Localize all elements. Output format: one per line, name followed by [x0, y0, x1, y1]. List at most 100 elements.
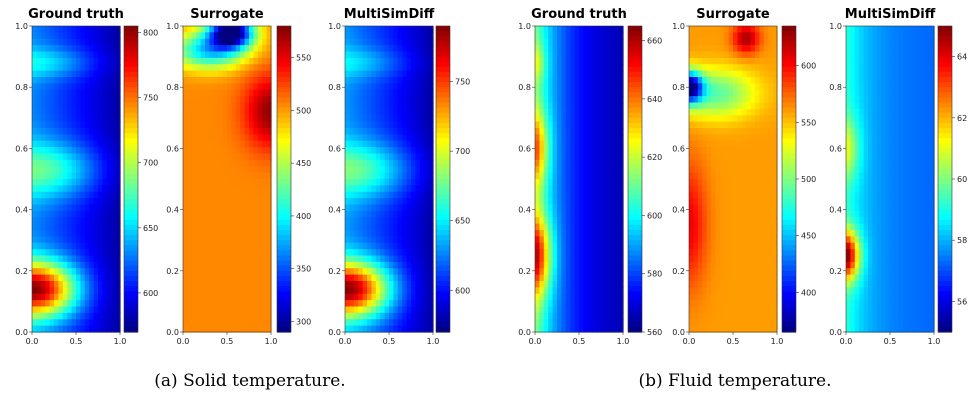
colorbar-swatch: [124, 143, 138, 149]
heatmap-cell: [737, 64, 743, 72]
heatmap-cell: [40, 204, 46, 212]
heatmap-cell: [93, 306, 99, 314]
heatmap-cell: [561, 242, 567, 250]
heatmap-cell: [618, 179, 624, 186]
heatmap-cell: [353, 312, 359, 320]
heatmap-cell: [741, 268, 747, 276]
heatmap-cell: [249, 204, 254, 212]
heatmap-cell: [36, 281, 42, 288]
heatmap-cell: [106, 191, 112, 199]
heatmap-cell: [724, 83, 730, 91]
heatmap-cell: [601, 96, 606, 104]
colorbar-swatch: [436, 138, 450, 144]
heatmap-cell: [89, 166, 95, 174]
heatmap-cell: [36, 236, 42, 244]
heatmap-cell: [249, 108, 254, 116]
colorbar-swatch: [277, 66, 291, 73]
heatmap-cell: [601, 319, 606, 327]
heatmap-cell: [231, 312, 237, 320]
heatmap-cell: [601, 268, 606, 276]
heatmap-cell: [40, 185, 46, 193]
colorbar-swatch: [436, 82, 450, 88]
heatmap-cell: [200, 204, 206, 212]
heatmap-cell: [389, 115, 394, 123]
heatmap-cell: [428, 153, 434, 161]
heatmap-cell: [570, 306, 576, 314]
heatmap-cell: [711, 32, 716, 40]
heatmap-cell: [557, 293, 562, 301]
heatmap-cell: [98, 45, 103, 53]
heatmap-cell: [565, 140, 571, 148]
heatmap-cell: [367, 249, 372, 257]
heatmap-cell: [419, 32, 425, 40]
heatmap-cell: [200, 281, 206, 288]
heatmap-cell: [253, 64, 259, 72]
heatmap-cell: [750, 172, 756, 180]
heatmap-cell: [406, 115, 412, 123]
heatmap-cell: [428, 179, 434, 186]
heatmap-cell: [235, 319, 241, 327]
heatmap-cell: [711, 147, 716, 155]
heatmap-cell: [419, 140, 425, 148]
heatmap-cell: [565, 312, 571, 320]
heatmap-cell: [89, 64, 95, 72]
heatmap-cell: [98, 83, 103, 91]
heatmap-cell: [419, 185, 425, 193]
heatmap-cell: [102, 32, 108, 40]
heatmap-cell: [763, 108, 769, 116]
heatmap-cell: [257, 179, 263, 186]
heatmap-cell: [583, 274, 589, 282]
heatmap-cell: [428, 96, 434, 104]
heatmap-cell: [349, 128, 355, 135]
colorbar-swatch: [436, 265, 450, 272]
heatmap-cell: [67, 230, 73, 237]
heatmap-cell: [227, 128, 232, 135]
heatmap-cell: [106, 217, 112, 225]
heatmap-cell: [349, 242, 355, 250]
heatmap-cell: [419, 191, 425, 199]
heatmap-cell: [539, 172, 545, 180]
heatmap-cell: [570, 108, 576, 116]
heatmap-cell: [183, 185, 188, 193]
heatmap-cell: [266, 89, 272, 97]
heatmap-cell: [227, 166, 232, 174]
heatmap-cell: [693, 217, 699, 225]
heatmap-cell: [557, 198, 562, 206]
heatmap-cell: [89, 319, 95, 327]
heatmap-cell: [711, 83, 716, 91]
heatmap-cell: [406, 217, 412, 225]
heatmap-cell: [205, 274, 210, 282]
heatmap-cell: [763, 210, 769, 218]
heatmap-cell: [353, 319, 359, 327]
heatmap-cell: [240, 38, 246, 46]
heatmap-cell: [249, 255, 254, 263]
heatmap-cell: [349, 261, 355, 269]
heatmap-cell: [715, 115, 721, 123]
heatmap-cell: [257, 249, 263, 257]
colorbar-swatch: [124, 179, 138, 185]
heatmap-cell: [689, 96, 694, 104]
heatmap-cell: [574, 147, 580, 155]
heatmap-cell: [235, 255, 241, 263]
heatmap-cell: [93, 108, 99, 116]
heatmap-cell: [218, 166, 224, 174]
x-tick-label: 1.0: [114, 337, 127, 346]
heatmap-cell: [583, 293, 589, 301]
heatmap-cell: [49, 153, 55, 161]
heatmap-cell: [574, 108, 580, 116]
heatmap-cell: [84, 179, 90, 186]
heatmap-cell: [244, 198, 250, 206]
heatmap-cell: [570, 147, 576, 155]
heatmap-cell: [609, 261, 615, 269]
heatmap-cell: [183, 57, 188, 65]
heatmap-cell: [54, 198, 59, 206]
heatmap-cell: [40, 134, 46, 142]
heatmap-cell: [32, 166, 37, 174]
heatmap-cell: [93, 128, 99, 135]
heatmap-cell: [733, 261, 738, 269]
heatmap-cell: [759, 38, 765, 46]
heatmap-cell: [424, 191, 430, 199]
colorbar-swatch: [628, 138, 642, 144]
heatmap-cell: [196, 147, 202, 155]
heatmap-cell: [362, 89, 368, 97]
